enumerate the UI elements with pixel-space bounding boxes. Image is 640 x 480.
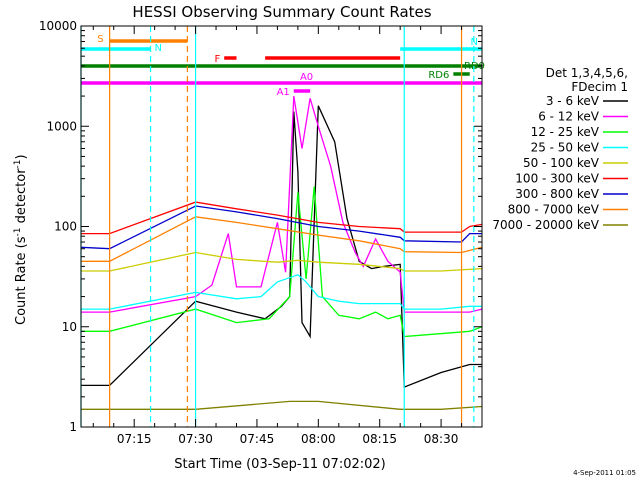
y-axis-label-sup1: -1 <box>13 227 23 236</box>
legend-header-line-1: Det 1,3,4,5,6, <box>546 66 628 80</box>
series-line-300-800-kev <box>80 205 482 250</box>
series-line-7000-20000-kev <box>81 400 483 410</box>
legend-label-12-25-kev: 12 - 25 keV <box>531 125 600 139</box>
flag-label-n: N <box>155 43 162 54</box>
chart-title: HESSI Observing Summary Count Rates <box>132 3 431 21</box>
x-tick-label: 07:15 <box>117 432 152 446</box>
y-axis-label-end: ) <box>14 154 29 159</box>
legend-label-300-800-kev: 300 - 800 keV <box>515 187 599 201</box>
legend-label-25-50-kev: 25 - 50 keV <box>531 141 600 155</box>
legend-header-line-2: FDecim 1 <box>571 80 628 94</box>
y-axis-label-sup2: -1 <box>13 159 23 168</box>
flag-label-s: S <box>97 34 103 45</box>
flag-label-n: N <box>471 37 478 48</box>
y-tick-label: 10 <box>62 320 77 334</box>
legend: Det 1,3,4,5,6, FDecim 1 3 - 6 keV 6 - 12 … <box>492 66 628 232</box>
flag-label-rd9: RD9 <box>464 61 485 72</box>
series-layer <box>80 95 483 410</box>
series-line-6-12-kev <box>81 95 483 313</box>
legend-label-7000-20000-kev: 7000 - 20000 keV <box>492 218 599 232</box>
flags-layer: S N N F RD9 RD6 A0 A1 <box>81 34 485 98</box>
legend-label-800-7000-kev: 800 - 7000 keV <box>508 203 600 217</box>
flag-label-rd6: RD6 <box>428 70 449 81</box>
series-line-800-7000-kev <box>81 216 483 262</box>
x-tick-label: 07:30 <box>178 432 213 446</box>
y-axis-label: Count Rate (s-1 detector-1) <box>13 154 29 325</box>
y-tick-label: 100 <box>54 220 77 234</box>
legend-label-50-100-kev: 50 - 100 keV <box>523 156 600 170</box>
flag-label-f: F <box>214 54 220 65</box>
legend-label-100-300-kev: 100 - 300 keV <box>515 172 599 186</box>
axes-layer: 1 10 100 1000 10000 07:15 07:30 07:45 08:00 08:15… <box>39 19 483 446</box>
series-line-100-300-kev <box>81 201 483 235</box>
flag-label-a1: A1 <box>277 87 290 98</box>
legend-label-3-6-kev: 3 - 6 keV <box>546 94 600 108</box>
flag-label-a0: A0 <box>300 72 313 83</box>
y-tick-label: 10000 <box>39 19 77 33</box>
x-tick-label: 08:00 <box>301 432 336 446</box>
series-line-12-25-kev <box>81 186 483 338</box>
x-tick-label: 08:30 <box>424 432 459 446</box>
y-tick-label: 1000 <box>46 119 77 133</box>
x-axis-label: Start Time (03-Sep-11 07:02:02) <box>174 457 385 472</box>
y-tick-label: 1 <box>69 420 77 434</box>
legend-label-6-12-kev: 6 - 12 keV <box>538 110 600 124</box>
series-line-50-100-kev <box>81 251 483 272</box>
footer-timestamp: 4-Sep-2011 01:05 <box>573 469 636 477</box>
series-line-25-50-kev <box>81 274 482 310</box>
x-tick-label: 07:45 <box>240 432 275 446</box>
y-axis-label-mid: detector <box>14 168 29 228</box>
y-axis-label-main: Count Rate (s <box>14 236 29 325</box>
x-tick-label: 08:15 <box>362 432 397 446</box>
